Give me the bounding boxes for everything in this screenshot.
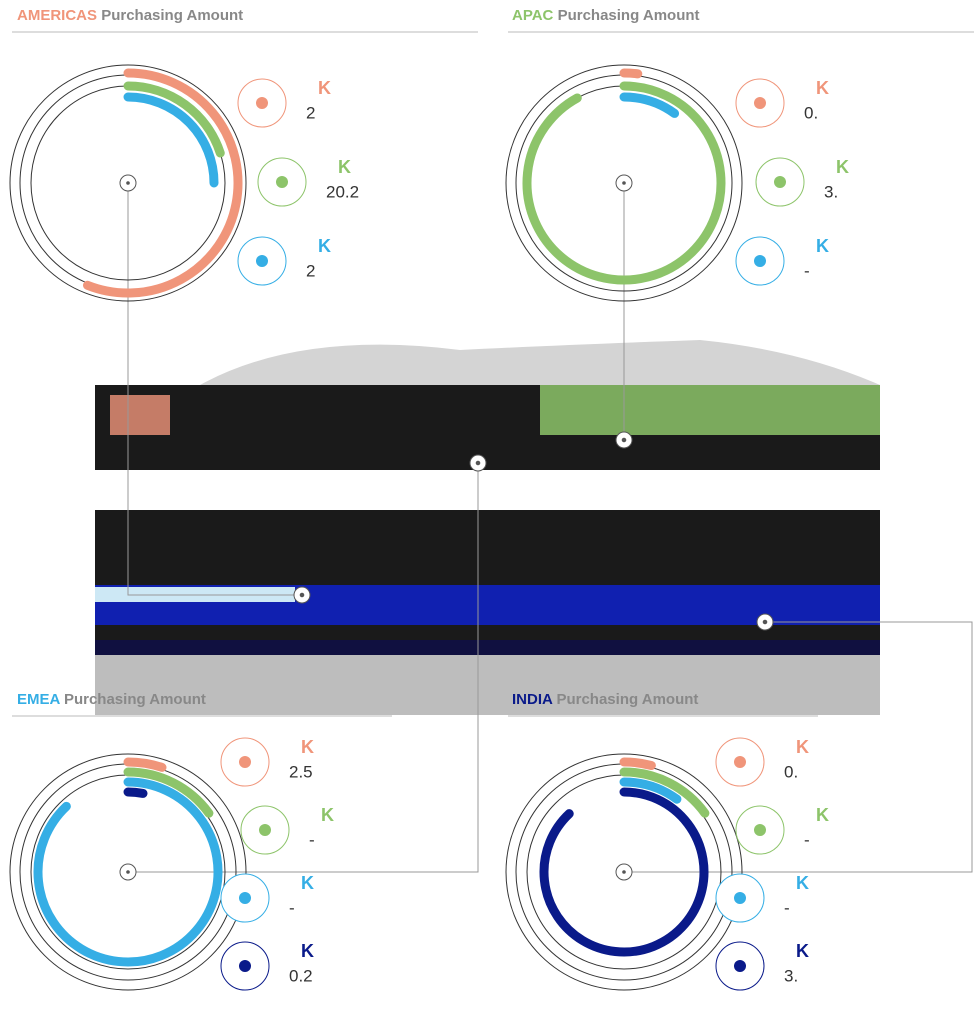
title: Purchasing Amount [556,691,698,708]
legend-value: - [309,830,315,849]
panel-title: AMERICAS Purchasing Amount [17,7,243,24]
legend-label: K [318,78,331,98]
legend-dot [239,756,251,768]
panel-title: EMEA Purchasing Amount [17,691,206,708]
ring-arc [619,92,680,118]
legend-value: 2.5 [289,762,313,781]
center-dot [622,870,626,874]
legend-dot [259,824,271,836]
ring-arc [123,81,225,158]
ring-arc [123,787,148,798]
ring-arc [619,757,656,770]
legend-dot [734,960,746,972]
region: AMERICAS [17,7,97,24]
title: Purchasing Amount [558,7,700,24]
ring-outline [505,64,743,302]
legend-dot [734,892,746,904]
legend-dot [754,97,766,109]
ring-arc [619,68,643,79]
ring-outline [9,64,247,302]
legend-dot [754,255,766,267]
legend-label: K [338,157,351,177]
panel-title: APAC Purchasing Amount [512,7,700,24]
legend-label: K [321,805,334,825]
legend-value: - [289,898,295,917]
legend-dot [256,97,268,109]
legend-value: 2 [306,261,315,280]
ring-arc [522,81,726,285]
ring-arc [619,767,710,818]
map-markers [293,431,774,631]
legend-value: 3. [784,966,798,985]
center-dot [126,181,130,185]
title: Purchasing Amount [64,691,206,708]
legend-label: K [816,805,829,825]
legend-value: 0.2 [289,966,313,985]
legend-value: - [784,898,790,917]
ring-arc [123,92,219,188]
legend-value: 20.2 [326,182,359,201]
ring-arc [123,757,167,772]
legend-label: K [318,236,331,256]
center-dot [126,870,130,874]
center-dot [622,181,626,185]
legend-label: K [796,941,809,961]
legend-value: 2 [306,103,315,122]
panel-title: INDIA Purchasing Amount [512,691,698,708]
ring-arc [123,767,214,818]
legend-label: K [301,873,314,893]
legend-label: K [816,236,829,256]
legend-dot [754,824,766,836]
legend-value: 3. [824,182,838,201]
title: Purchasing Amount [101,7,243,24]
legend-label: K [816,78,829,98]
legend-dot [734,756,746,768]
legend-value: - [804,830,810,849]
ring-arc [83,68,243,298]
legend-value: 0. [784,762,798,781]
legend-label: K [301,737,314,757]
ring-arc [33,777,223,967]
ring-arc [539,787,709,957]
region: APAC [512,7,554,24]
ring-arc [619,777,682,804]
legend-value: 0. [804,103,818,122]
region: INDIA [512,691,553,708]
legend-label: K [796,737,809,757]
legend-dot [774,176,786,188]
legend-value: - [804,261,810,280]
legend-dot [276,176,288,188]
legend-label: K [301,941,314,961]
legend-dot [239,960,251,972]
legend-dot [239,892,251,904]
ring-outline [505,753,743,991]
legend-label: K [836,157,849,177]
legend-dot [256,255,268,267]
region: EMEA [17,691,61,708]
connectors [127,183,973,873]
world-map [95,340,880,715]
legend-label: K [796,873,809,893]
ring-outline [9,753,247,991]
